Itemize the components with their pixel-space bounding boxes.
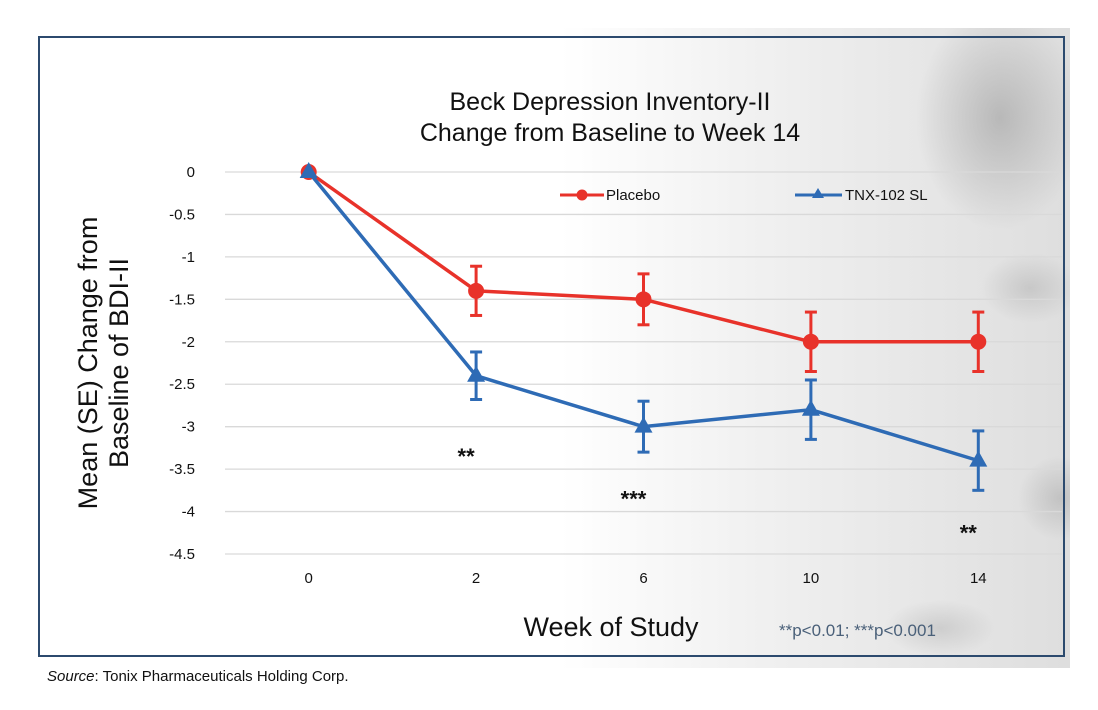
y-tick-label: -1.5 [169, 291, 195, 308]
y-axis-label-line-2: Baseline of BDI-II [104, 258, 134, 468]
y-axis-label-line-1: Mean (SE) Change from [73, 217, 103, 510]
significance-marker: *** [621, 487, 647, 512]
source-caption: Source: Tonix Pharmaceuticals Holding Co… [47, 668, 349, 685]
y-tick-label: -0.5 [169, 206, 195, 223]
y-tick-label: -4 [182, 504, 195, 521]
x-tick-label: 14 [970, 570, 987, 587]
legend-placebo-marker [576, 189, 588, 201]
significance-marker: ** [458, 444, 476, 469]
y-axis-label: Mean (SE) Change from Baseline of BDI-II [73, 217, 134, 510]
data-point [801, 399, 820, 416]
chart-title-line-1: Beck Depression Inventory-II [450, 88, 771, 116]
y-tick-label: 0 [187, 164, 195, 181]
legend-placebo-label: Placebo [606, 187, 660, 204]
legend-tnx-label: TNX-102 SL [845, 187, 928, 204]
chart-title: Beck Depression Inventory-II Change from… [420, 88, 800, 147]
data-point [299, 162, 318, 178]
data-point [802, 333, 819, 350]
x-tick-label: 6 [639, 570, 647, 587]
x-tick-label: 2 [472, 570, 480, 587]
y-tick-label: -2.5 [169, 376, 195, 393]
x-axis-label: Week of Study [523, 612, 699, 642]
significance-footnote: **p<0.01; ***p<0.001 [779, 621, 936, 640]
x-tick-label: 10 [803, 570, 820, 587]
legend: Placebo TNX-102 SL [560, 187, 928, 204]
y-tick-label: -3 [182, 419, 195, 436]
legend-tnx-marker [812, 188, 824, 198]
y-tick-label: -2 [182, 334, 195, 351]
data-point [970, 333, 987, 350]
x-tick-label: 0 [305, 570, 313, 587]
y-tick-label: -4.5 [169, 546, 195, 563]
series-tnx-102-sl [299, 162, 988, 492]
significance-marker: ** [960, 521, 978, 546]
data-point [468, 282, 485, 299]
y-tick-label: -3.5 [169, 461, 195, 478]
data-point [467, 365, 486, 382]
chart-frame [38, 36, 1065, 657]
chart-title-line-2: Change from Baseline to Week 14 [420, 119, 800, 147]
y-tick-label: -1 [182, 249, 195, 266]
data-point [635, 291, 652, 308]
source-label: Source [47, 668, 95, 685]
data-point [969, 450, 988, 467]
source-text: : Tonix Pharmaceuticals Holding Corp. [94, 668, 349, 685]
data-point [634, 416, 653, 433]
